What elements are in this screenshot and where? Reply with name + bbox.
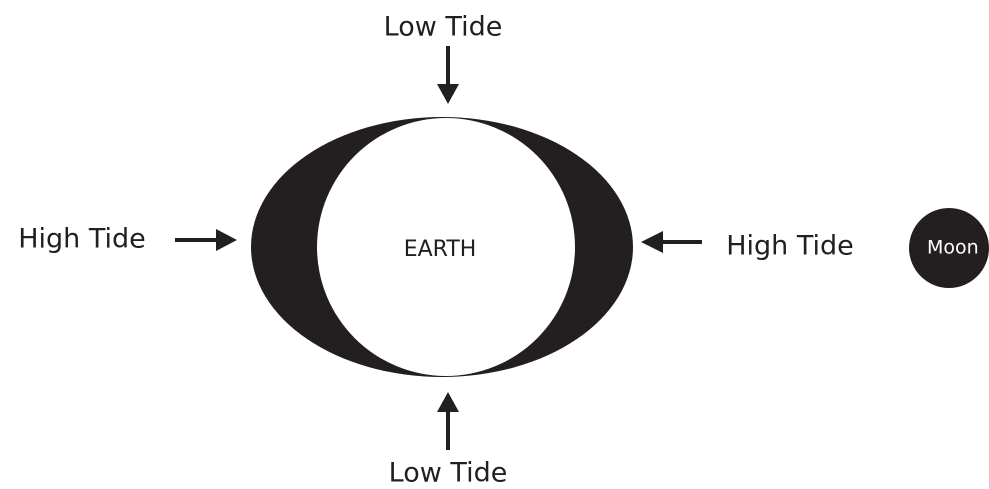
earth-label: EARTH — [404, 237, 477, 262]
left-label: High Tide — [18, 224, 146, 255]
bottom-arrow — [437, 392, 459, 450]
moon — [909, 208, 989, 288]
moon-label: Moon — [927, 237, 979, 259]
top-label: Low Tide — [384, 12, 503, 43]
left-arrow — [175, 229, 237, 251]
right-label: High Tide — [726, 231, 854, 262]
bottom-label: Low Tide — [389, 458, 508, 489]
top-arrow — [437, 46, 459, 104]
earth — [317, 118, 575, 376]
right-arrow — [641, 231, 702, 253]
